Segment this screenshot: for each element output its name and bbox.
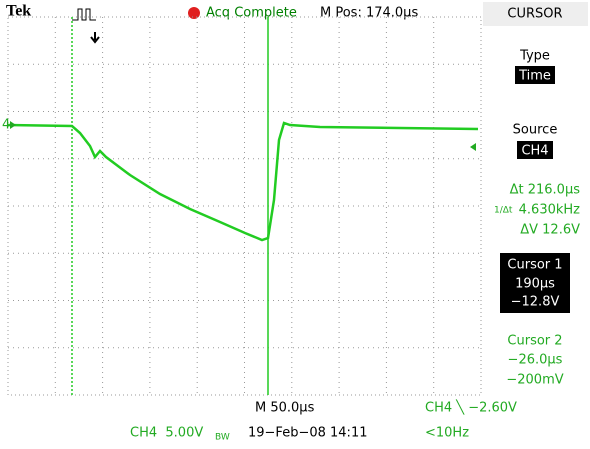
type-label: Type — [519, 49, 550, 64]
bandwidth: BW — [215, 433, 230, 443]
graticule-border — [7, 16, 482, 396]
source-value: CH4 — [521, 144, 548, 159]
menu-title: CURSOR — [507, 7, 562, 22]
type-value: Time — [518, 69, 551, 84]
cursor-2-time: −26.0µs — [508, 353, 563, 368]
cursor-2-voltage: −200mV — [506, 373, 563, 388]
cursor-2-label: Cursor 2 — [507, 334, 562, 349]
inv-delta-t-label: 1/Δt — [494, 206, 513, 216]
waveform — [7, 121, 479, 242]
trigger-level-arrow — [470, 143, 476, 151]
trigger: CH4 ╲ −2.60V — [425, 399, 517, 416]
source-label: Source — [513, 123, 558, 138]
position: M Pos: 174.0µs — [320, 6, 418, 21]
timebase: M 50.0µs — [255, 401, 315, 416]
run-indicator — [188, 7, 200, 19]
source-box — [517, 141, 553, 159]
type-box — [515, 66, 555, 84]
menu-header — [483, 2, 588, 26]
trigger-frequency: <10Hz — [425, 426, 469, 441]
date: 19−Feb−08 14:11 — [248, 426, 367, 441]
trigger-position-marker — [90, 32, 100, 44]
brand: Tek — [6, 3, 31, 20]
cursor-1-label: Cursor 1 — [507, 258, 562, 273]
delta-v: ΔV 12.6V — [520, 223, 580, 238]
status: Acq Complete — [206, 6, 297, 21]
channel-scale: CH4 5.00V — [130, 426, 203, 441]
trigger-icon — [72, 8, 96, 21]
channel-marker: 4 — [2, 118, 10, 133]
cursor-1-voltage: −12.8V — [511, 295, 560, 310]
delta-t: Δt 216.0µs — [510, 183, 581, 198]
cursor-1-box — [500, 253, 570, 313]
channel-arrow — [10, 121, 16, 129]
inv-delta-t: 4.630kHz — [519, 203, 581, 218]
cursor-1-time: 190µs — [515, 277, 555, 292]
graticule — [8, 17, 481, 395]
